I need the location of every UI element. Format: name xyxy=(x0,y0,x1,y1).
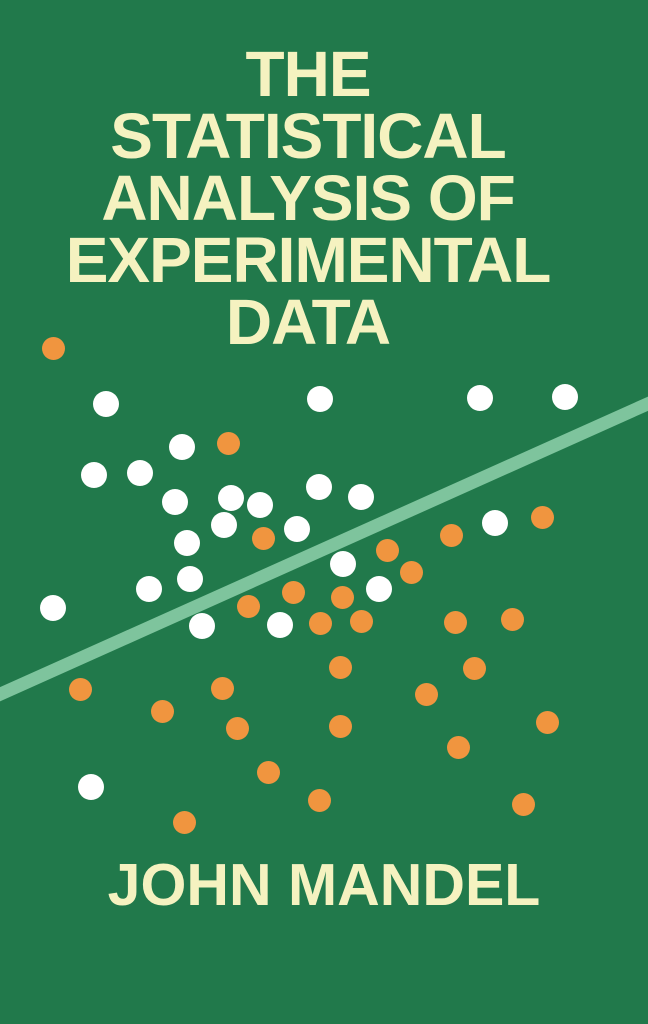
title-line-2: STATISTICAL xyxy=(110,100,506,172)
scatter-dot-white xyxy=(267,612,293,638)
scatter-dot-orange xyxy=(530,505,554,529)
scatter-dot-white xyxy=(211,512,237,538)
scatter-dot-white xyxy=(169,434,195,460)
title-line-4: EXPERIMENTAL xyxy=(65,224,552,296)
scatter-dot-orange xyxy=(443,610,467,634)
scatter-dot-orange xyxy=(462,656,486,680)
scatter-dot-white xyxy=(78,774,104,800)
scatter-dot-white xyxy=(93,391,119,417)
scatter-dot-orange xyxy=(308,611,332,635)
scatter-dot-orange xyxy=(439,523,463,547)
scatter-dot-white xyxy=(482,510,508,536)
scatter-dot-white xyxy=(40,595,66,621)
scatter-dot-white xyxy=(162,489,188,515)
scatter-dot-orange xyxy=(511,792,535,816)
author-name: JOHN MANDEL xyxy=(107,852,541,918)
scatter-dot-orange xyxy=(399,560,423,584)
scatter-dot-orange xyxy=(330,585,354,609)
scatter-dot-orange xyxy=(216,431,240,455)
scatter-dot-white xyxy=(467,385,493,411)
scatter-dot-white xyxy=(127,460,153,486)
scatter-dot-orange xyxy=(349,609,373,633)
scatter-dot-orange xyxy=(225,716,249,740)
scatter-dot-white xyxy=(284,516,310,542)
scatter-dot-orange xyxy=(68,677,92,701)
scatter-dot-white xyxy=(552,384,578,410)
scatter-dot-orange xyxy=(328,655,352,679)
scatter-dot-white xyxy=(330,551,356,577)
scatter-dot-orange xyxy=(535,710,559,734)
scatter-dot-orange xyxy=(256,760,280,784)
scatter-dot-white xyxy=(348,484,374,510)
scatter-dot-white xyxy=(218,485,244,511)
scatter-dot-orange xyxy=(414,682,438,706)
scatter-dot-white xyxy=(307,386,333,412)
scatter-dot-orange xyxy=(307,788,331,812)
scatter-dot-white xyxy=(189,613,215,639)
scatter-dot-orange xyxy=(251,526,275,550)
scatter-dot-white xyxy=(174,530,200,556)
trend-line xyxy=(0,396,648,702)
scatter-dot-orange xyxy=(172,810,196,834)
scatter-dot-white xyxy=(177,566,203,592)
title-line-3: ANALYSIS OF xyxy=(101,162,515,234)
scatter-dot-white xyxy=(81,462,107,488)
scatter-dot-orange xyxy=(41,336,65,360)
scatter-dot-orange xyxy=(210,676,234,700)
book-title: THE STATISTICAL ANALYSIS OF EXPERIMENTAL… xyxy=(0,38,632,358)
scatter-dot-orange xyxy=(500,607,524,631)
scatter-dot-orange xyxy=(375,538,399,562)
scatter-dot-orange xyxy=(281,580,305,604)
scatter-dot-white xyxy=(366,576,392,602)
title-line-5: DATA xyxy=(225,286,391,358)
scatter-dot-white xyxy=(306,474,332,500)
scatter-dot-white xyxy=(247,492,273,518)
scatter-dot-orange xyxy=(446,735,470,759)
scatter-dot-white xyxy=(136,576,162,602)
scatter-dot-orange xyxy=(328,714,352,738)
title-line-1: THE xyxy=(245,38,372,110)
scatter-dot-orange xyxy=(150,699,174,723)
scatter-dot-orange xyxy=(236,594,260,618)
